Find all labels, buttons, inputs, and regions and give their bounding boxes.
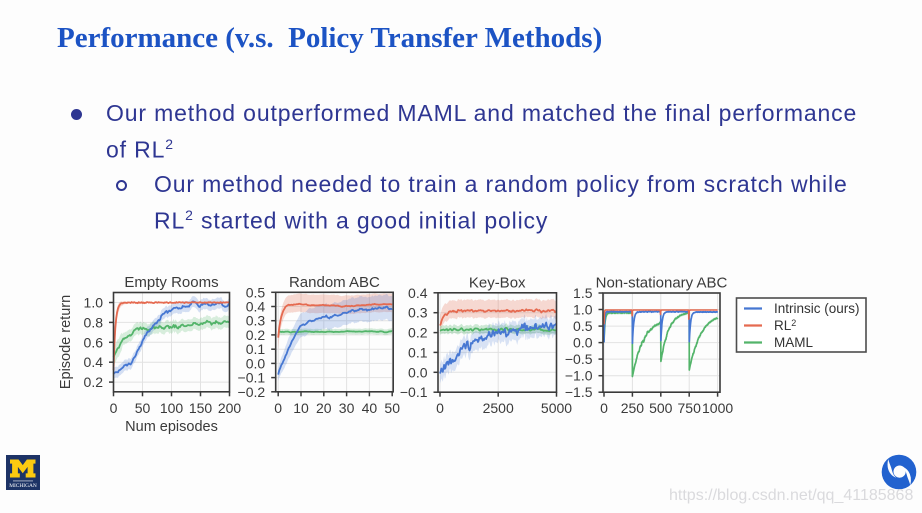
svg-text:5000: 5000 [541, 400, 572, 416]
svg-text:0.1: 0.1 [408, 344, 428, 360]
svg-text:500: 500 [649, 400, 673, 416]
svg-text:−0.2: −0.2 [238, 384, 266, 400]
svg-text:MAML: MAML [774, 335, 813, 350]
svg-text:Episode return: Episode return [58, 295, 74, 389]
svg-text:Random ABC: Random ABC [289, 274, 380, 291]
svg-text:2500: 2500 [483, 400, 514, 416]
svg-text:0: 0 [436, 400, 444, 416]
svg-text:20: 20 [316, 400, 332, 416]
svg-text:750: 750 [678, 400, 702, 416]
svg-text:0.3: 0.3 [246, 313, 266, 329]
svg-text:Non-stationary ABC: Non-stationary ABC [596, 275, 728, 292]
svg-text:1.0: 1.0 [84, 295, 104, 311]
svg-text:0: 0 [110, 400, 118, 416]
svg-text:0.4: 0.4 [246, 299, 266, 315]
svg-text:1.0: 1.0 [573, 302, 593, 318]
svg-text:−1.0: −1.0 [565, 368, 593, 384]
svg-text:40: 40 [362, 400, 378, 416]
svg-text:RL2: RL2 [774, 318, 796, 333]
svg-text:0.2: 0.2 [408, 325, 428, 341]
svg-text:100: 100 [160, 400, 184, 416]
svg-text:0.0: 0.0 [408, 364, 428, 380]
svg-text:0.2: 0.2 [84, 374, 104, 390]
svg-text:50: 50 [135, 400, 151, 416]
svg-text:200: 200 [218, 400, 242, 416]
svg-text:0.6: 0.6 [84, 334, 104, 350]
svg-text:1.5: 1.5 [573, 285, 593, 301]
svg-text:−0.1: −0.1 [400, 384, 428, 400]
svg-text:50: 50 [384, 400, 400, 416]
svg-text:0.2: 0.2 [246, 327, 266, 343]
svg-text:0.1: 0.1 [246, 341, 266, 357]
svg-text:−1.5: −1.5 [565, 384, 593, 400]
svg-text:0.4: 0.4 [84, 354, 104, 370]
svg-text:1000: 1000 [702, 400, 733, 416]
svg-text:150: 150 [189, 400, 213, 416]
svg-text:0.0: 0.0 [246, 355, 266, 371]
svg-text:Key-Box: Key-Box [469, 274, 526, 291]
svg-text:−0.1: −0.1 [238, 370, 266, 386]
svg-text:MICHIGAN: MICHIGAN [9, 483, 37, 489]
svg-text:0: 0 [274, 400, 282, 416]
svg-text:Num episodes: Num episodes [125, 419, 218, 435]
svg-text:−0.5: −0.5 [565, 351, 593, 367]
svg-text:0.8: 0.8 [84, 314, 104, 330]
svg-text:0.3: 0.3 [408, 305, 428, 321]
svg-text:Intrinsic (ours): Intrinsic (ours) [774, 301, 860, 316]
svg-text:0.0: 0.0 [573, 335, 593, 351]
svg-text:30: 30 [339, 400, 355, 416]
svg-text:250: 250 [621, 400, 645, 416]
svg-text:0.4: 0.4 [408, 285, 428, 301]
svg-text:0.5: 0.5 [246, 284, 266, 300]
svg-text:0: 0 [600, 400, 608, 416]
svg-text:10: 10 [293, 400, 309, 416]
svg-text:Empty Rooms: Empty Rooms [124, 274, 218, 291]
svg-text:0.5: 0.5 [573, 318, 593, 334]
